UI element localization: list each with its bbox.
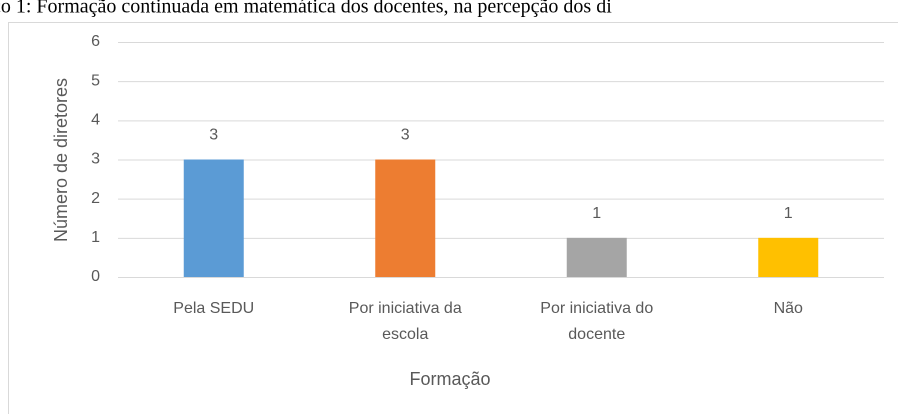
y-tick-label: 2 <box>91 190 100 207</box>
x-axis-title: Formação <box>409 369 490 389</box>
x-tick-label: Pela SEDU <box>173 300 254 317</box>
y-tick-label: 0 <box>91 268 100 285</box>
bar <box>183 159 244 277</box>
y-tick-label: 1 <box>91 229 100 246</box>
y-tick-label: 5 <box>91 72 100 89</box>
y-tick-label: 6 <box>91 33 100 50</box>
data-label: 1 <box>592 205 601 222</box>
y-axis-title: Número de diretores <box>51 78 71 242</box>
y-tick-label: 4 <box>91 112 100 129</box>
x-tick-label: Por iniciativa da escola <box>349 300 462 343</box>
bar <box>566 237 627 277</box>
data-label: 3 <box>209 127 218 144</box>
x-tick-label: Por iniciativa do docente <box>540 300 653 343</box>
data-label: 3 <box>401 127 410 144</box>
bar <box>758 237 819 277</box>
y-tick-label: 3 <box>91 151 100 168</box>
data-label: 1 <box>784 205 793 222</box>
chart-frame <box>8 22 898 414</box>
chart-title: co 1: Formação continuada em matemática … <box>0 0 612 18</box>
x-tick-label: Não <box>774 300 803 317</box>
bar <box>375 159 436 277</box>
